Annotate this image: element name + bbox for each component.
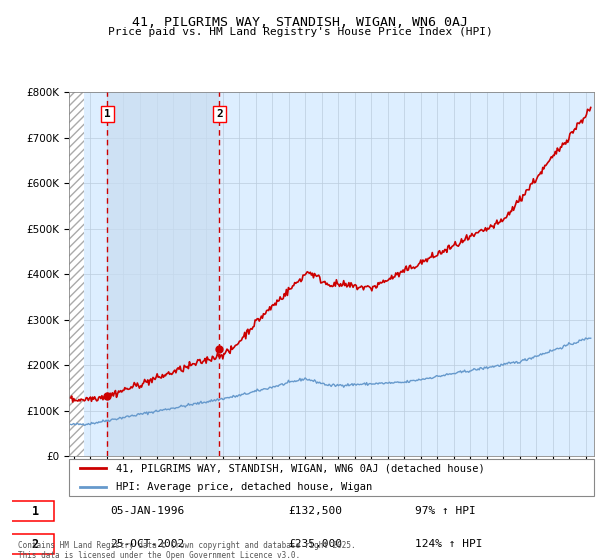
Text: 124% ↑ HPI: 124% ↑ HPI xyxy=(415,539,482,549)
Bar xyxy=(107,92,220,456)
Bar xyxy=(69,92,84,456)
FancyBboxPatch shape xyxy=(11,534,54,554)
Text: £235,000: £235,000 xyxy=(289,539,343,549)
Text: 1: 1 xyxy=(31,505,38,518)
FancyBboxPatch shape xyxy=(69,459,594,496)
Text: 2: 2 xyxy=(31,538,38,551)
Text: 25-OCT-2002: 25-OCT-2002 xyxy=(110,539,184,549)
Text: 1: 1 xyxy=(104,109,111,119)
Text: 05-JAN-1996: 05-JAN-1996 xyxy=(110,506,184,516)
Text: Price paid vs. HM Land Registry's House Price Index (HPI): Price paid vs. HM Land Registry's House … xyxy=(107,27,493,37)
Text: 41, PILGRIMS WAY, STANDISH, WIGAN, WN6 0AJ (detached house): 41, PILGRIMS WAY, STANDISH, WIGAN, WN6 0… xyxy=(116,463,485,473)
FancyBboxPatch shape xyxy=(11,501,54,521)
Text: HPI: Average price, detached house, Wigan: HPI: Average price, detached house, Wiga… xyxy=(116,482,373,492)
Text: £132,500: £132,500 xyxy=(289,506,343,516)
Text: 41, PILGRIMS WAY, STANDISH, WIGAN, WN6 0AJ: 41, PILGRIMS WAY, STANDISH, WIGAN, WN6 0… xyxy=(132,16,468,29)
Text: 2: 2 xyxy=(216,109,223,119)
Text: 97% ↑ HPI: 97% ↑ HPI xyxy=(415,506,476,516)
Text: Contains HM Land Registry data © Crown copyright and database right 2025.
This d: Contains HM Land Registry data © Crown c… xyxy=(18,540,356,560)
